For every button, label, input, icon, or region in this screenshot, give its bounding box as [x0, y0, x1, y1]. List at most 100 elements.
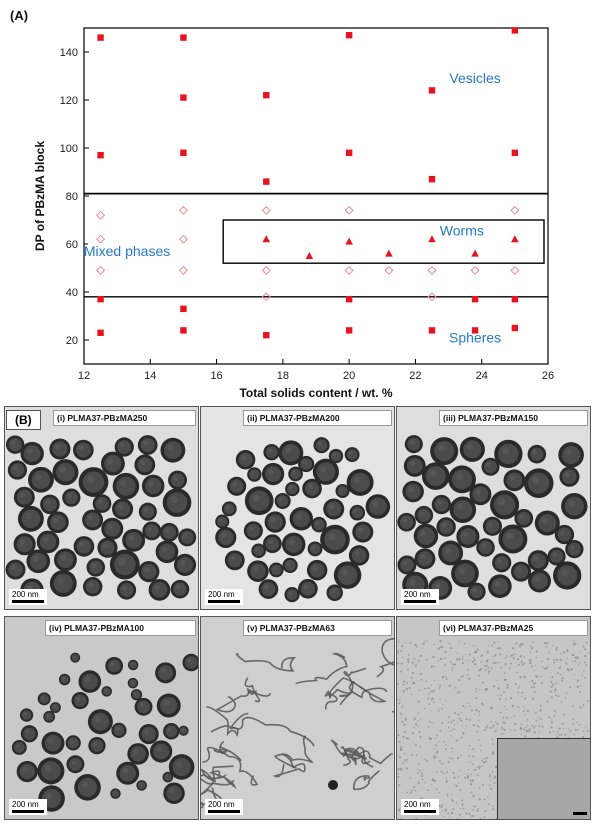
micrograph-grid: (i) PLMA37-PBzMA250 200 nm (ii) PLMA37-PBz… — [4, 406, 591, 822]
worms-point — [428, 235, 436, 243]
micrograph-label: (vi) PLMA37-PBzMA25 — [439, 620, 588, 636]
region-label: Mixed phases — [84, 243, 170, 259]
y-tick-label: 120 — [60, 95, 78, 107]
inset-image — [497, 738, 590, 819]
spheres-point — [345, 327, 353, 334]
region-label: Worms — [440, 223, 484, 239]
spheres-point — [345, 296, 353, 303]
mixed-point — [261, 205, 271, 215]
spheres-point — [471, 327, 479, 334]
spheres-point — [97, 329, 104, 336]
micrograph-label: (iv) PLMA37-PBzMA100 — [45, 620, 196, 636]
vesicles-point — [428, 176, 436, 183]
vesicles-point — [97, 152, 104, 159]
mixed-point — [178, 234, 188, 244]
micrograph-label: (v) PLMA37-PBzMA63 — [243, 620, 392, 636]
x-tick-label: 14 — [144, 370, 156, 382]
worms-point — [385, 249, 393, 257]
spheres-point — [428, 327, 436, 334]
scale-bar-line — [208, 810, 240, 813]
scale-bar: 200 nm — [401, 799, 439, 815]
mixed-point — [384, 265, 394, 275]
vesicles-point — [345, 149, 353, 156]
spheres-point — [180, 327, 187, 334]
micrograph-image — [215, 437, 391, 603]
mixed-point — [510, 265, 520, 275]
scale-bar-label: 200 nm — [404, 800, 431, 809]
mixed-point — [427, 265, 437, 275]
micrograph-image — [201, 637, 394, 811]
scale-bar: 200 nm — [401, 589, 439, 605]
scale-bar: 200 nm — [205, 799, 243, 815]
micrograph-label: (iii) PLMA37-PBzMA150 — [439, 410, 588, 426]
scale-bar-line — [208, 600, 240, 603]
scale-bar-label: 200 nm — [404, 590, 431, 599]
micrograph-tile: (i) PLMA37-PBzMA250 200 nm — [4, 406, 199, 610]
mixed-point — [178, 265, 188, 275]
x-tick-label: 12 — [78, 370, 90, 382]
micrograph-tile: (iii) PLMA37-PBzMA150 200 nm — [396, 406, 591, 610]
mixed-point — [261, 292, 271, 302]
y-tick-label: 20 — [66, 335, 78, 347]
vesicles-point — [97, 34, 104, 41]
vesicles-point — [180, 34, 187, 41]
worms-point — [471, 249, 479, 257]
inset-scale-bar — [573, 812, 587, 815]
scale-bar-line — [404, 600, 436, 603]
region-label: Vesicles — [449, 70, 500, 86]
micrograph-image — [397, 435, 588, 601]
worm-region-box — [222, 219, 545, 264]
spheres-point — [180, 305, 187, 312]
micrograph-tile: (ii) PLMA37-PBzMA200 200 nm — [200, 406, 395, 610]
scale-bar: 200 nm — [205, 589, 243, 605]
worms-point — [305, 252, 314, 259]
mixed-label-bg — [88, 243, 218, 261]
y-tick-label: 140 — [60, 47, 78, 59]
x-tick-label: 18 — [277, 370, 289, 382]
vesicles-point — [511, 149, 519, 156]
scale-bar-line — [12, 600, 44, 603]
y-tick-label: 40 — [66, 287, 78, 299]
x-tick-label: 16 — [210, 370, 222, 382]
micrograph-tile: (vi) PLMA37-PBzMA25 200 nm — [396, 616, 591, 820]
scale-bar-line — [12, 810, 44, 813]
vesicles-point — [345, 32, 353, 39]
mixed-point — [427, 292, 437, 302]
x-tick-label: 20 — [343, 370, 355, 382]
worms-point — [511, 235, 519, 243]
vesicles-point — [511, 27, 519, 34]
scale-bar: 200 nm — [9, 799, 47, 815]
scale-bar: 200 nm — [9, 589, 47, 605]
vesicles-point — [180, 149, 187, 156]
vesicles-point — [263, 92, 270, 99]
mixed-point — [344, 265, 354, 275]
panel-b-label: (B) — [6, 410, 41, 430]
panel-a-label: (A) — [10, 8, 28, 23]
scale-bar-label: 200 nm — [208, 590, 235, 599]
scale-bar-label: 200 nm — [12, 800, 39, 809]
micrograph-label: (i) PLMA37-PBzMA250 — [53, 410, 196, 426]
y-tick-label: 60 — [66, 239, 78, 251]
micrograph-tile: (v) PLMA37-PBzMA63 200 nm — [200, 616, 395, 820]
region-label: Spheres — [449, 329, 501, 345]
x-tick-label: 22 — [409, 370, 421, 382]
x-axis-title: Total solids content / wt. % — [239, 386, 392, 400]
mixed-point — [96, 210, 106, 220]
mixed-point — [96, 265, 106, 275]
y-tick-label: 100 — [60, 143, 78, 155]
vesicles-point — [428, 87, 436, 94]
scale-bar-label: 200 nm — [12, 590, 39, 599]
x-tick-label: 26 — [542, 370, 554, 382]
mixed-point — [344, 205, 354, 215]
mixed-point — [178, 205, 188, 215]
y-axis-title: DP of PBzMA block — [33, 141, 47, 251]
vesicles-point — [263, 178, 270, 185]
micrograph-image — [11, 652, 198, 812]
spheres-point — [511, 296, 519, 303]
spheres-point — [471, 296, 479, 303]
y-tick-label: 80 — [66, 191, 78, 203]
micrograph-tile: (iv) PLMA37-PBzMA100 200 nm — [4, 616, 199, 820]
spheres-point — [511, 324, 519, 332]
micrograph-label: (ii) PLMA37-PBzMA200 — [243, 410, 392, 426]
vesicles-point — [180, 94, 187, 101]
